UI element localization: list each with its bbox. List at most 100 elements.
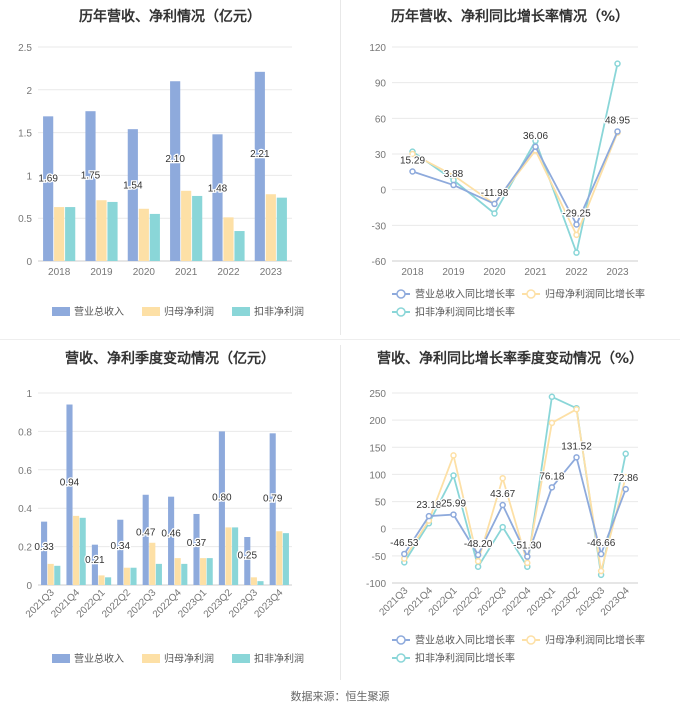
quarterly-growth-chart: -100-500501001502002502021Q32021Q42022Q1…	[366, 389, 645, 665]
quarterly-revenue-profit-chart: 00.20.40.60.812021Q32021Q42022Q12022Q220…	[18, 389, 304, 665]
bar-3	[276, 197, 287, 261]
series-line-2	[412, 132, 619, 238]
chart-title: 营收、净利同比增长率季度变动情况（%）	[376, 351, 644, 367]
y-tick-label: 0	[380, 525, 386, 536]
series-point-1	[532, 143, 539, 151]
x-tick-label: 2023	[606, 267, 629, 278]
x-tick-label: 2020	[133, 267, 156, 278]
data-label: 2.21	[250, 149, 270, 160]
bar-3	[181, 563, 188, 585]
series-point-2	[450, 172, 457, 179]
annual-revenue-profit-panel: 历年营收、净利情况（亿元） 0 0.5 1 1.5 2 2.5 2018 2019 2020 20…	[0, 0, 340, 336]
legend-marker	[396, 307, 406, 317]
y-tick-label: 0	[380, 186, 386, 197]
series-line-2	[403, 407, 627, 572]
data-label: 0.94	[60, 478, 80, 489]
bar-2	[123, 567, 130, 585]
bar-1	[244, 537, 251, 585]
data-label: 25.99	[441, 499, 466, 510]
series-point-1	[425, 512, 433, 520]
y-tick-label: 100	[369, 470, 386, 481]
bar-2	[181, 190, 192, 261]
y-tick-label: 0	[26, 257, 32, 268]
legend-swatch	[142, 654, 160, 663]
data-label: 0.25	[238, 551, 258, 562]
legend-label: 归母净利润	[164, 305, 214, 318]
series-point-3	[573, 249, 580, 256]
y-tick-label: -30	[372, 221, 387, 232]
bar-2	[54, 207, 65, 261]
y-tick-label: 120	[369, 43, 386, 54]
legend-marker	[526, 635, 536, 645]
bar-2	[73, 515, 80, 585]
divider-vertical-bottom	[340, 345, 341, 680]
bar-2	[98, 575, 105, 585]
y-tick-label: 0	[26, 581, 32, 592]
divider-vertical-top	[340, 0, 341, 335]
annual-growth-chart: -60 -30 0 30 60 90 120 2018 2019 2020 2021 2022 2023…	[369, 43, 645, 319]
data-label: 0.46	[161, 528, 181, 539]
series-point-1	[597, 550, 605, 558]
data-source: 数据来源：恒生聚源	[290, 690, 390, 703]
annual-growth-panel: 历年营收、净利同比增长率情况（%） -60 -30 0 30 60 90 120 2018 20…	[340, 0, 680, 336]
chart-title: 营收、净利季度变动情况（亿元）	[65, 351, 275, 367]
bar-1	[91, 544, 98, 585]
data-label: -46.66	[587, 538, 616, 549]
y-tick-label: -50	[372, 552, 387, 563]
x-tick-label: 2021	[524, 267, 547, 278]
series-line-1	[403, 455, 627, 559]
series-point-2	[622, 473, 629, 481]
y-tick-label: 0.6	[18, 466, 32, 477]
bar-2	[265, 194, 276, 261]
data-label: 3.88	[444, 169, 464, 180]
bar-2	[96, 200, 107, 261]
y-tick-label: 1	[26, 171, 32, 182]
series-point-3	[491, 210, 498, 217]
legend-label: 营业总收入	[74, 305, 124, 318]
series-point-2	[474, 558, 482, 565]
bar-2	[225, 527, 232, 585]
y-tick-label: 90	[375, 79, 387, 90]
legend-label: 扣非净利润	[254, 305, 304, 318]
y-tick-label: -60	[372, 257, 387, 268]
x-tick-label: 2023Q4	[252, 587, 285, 620]
bar-2	[47, 563, 54, 585]
bar-1	[168, 496, 175, 585]
series-point-1	[614, 128, 621, 135]
y-tick-label: 50	[375, 498, 387, 509]
bar-2	[138, 208, 149, 261]
bar-1	[41, 521, 48, 585]
y-tick-label: 60	[375, 114, 387, 125]
bar-1	[170, 81, 181, 262]
data-label: 15.29	[400, 155, 425, 166]
series-point-2	[450, 452, 457, 459]
series-point-3	[532, 137, 539, 145]
series-point-3	[499, 523, 506, 531]
y-tick-label: 1.5	[18, 129, 32, 140]
bar-3	[257, 581, 264, 585]
series-point-2	[573, 406, 580, 413]
legend-swatch	[52, 307, 70, 316]
x-tick-label: 2021	[175, 267, 198, 278]
legend-swatch	[232, 307, 250, 316]
bar-1	[66, 404, 73, 585]
data-label: 1.75	[81, 171, 101, 182]
bar-2	[276, 531, 283, 585]
y-tick-label: 2	[26, 86, 32, 97]
data-label: 0.47	[136, 527, 156, 538]
series-line-1	[412, 131, 619, 227]
bar-1	[43, 116, 54, 261]
y-tick-label: 2.5	[18, 43, 32, 54]
bar-1	[127, 129, 138, 261]
series-point-1	[450, 511, 457, 518]
y-tick-label: 30	[375, 150, 387, 161]
series-point-2	[548, 419, 556, 427]
data-label: 48.95	[605, 115, 630, 126]
bar-3	[192, 195, 203, 261]
series-line-3	[411, 63, 619, 256]
x-tick-label: 2018	[48, 267, 71, 278]
bar-1	[85, 111, 96, 261]
chart-title: 历年营收、净利同比增长率情况（%）	[390, 9, 630, 25]
bar-2	[223, 217, 234, 261]
data-label: 0.79	[263, 494, 283, 505]
